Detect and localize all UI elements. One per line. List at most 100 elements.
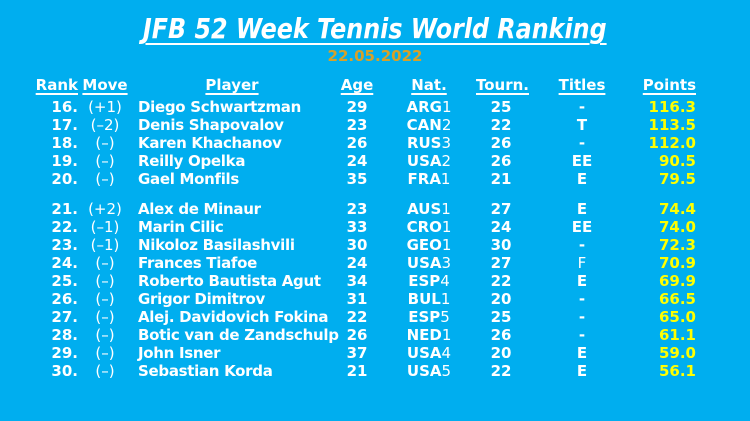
rank-cell: 18.	[51, 134, 78, 152]
rank-group-separator	[28, 188, 696, 200]
tournaments-cell: 21	[490, 170, 512, 188]
rank-cell: 24.	[51, 254, 78, 272]
player-name-cell: Nikoloz Basilashvili	[138, 236, 295, 254]
header-points: Points	[642, 76, 696, 94]
table-row: 23. (–1) Nikoloz Basilashvili 30 GEO1 30…	[28, 236, 696, 254]
titles-cell: T	[576, 116, 588, 134]
player-name-cell: Marin Cilic	[138, 218, 224, 236]
country-code: ARG	[406, 98, 442, 116]
country-code: USA	[406, 344, 442, 362]
move-cell: (–)	[95, 308, 115, 326]
country-code: CRO	[406, 218, 442, 236]
rows-group-bottom: 21. (+2) Alex de Minaur 23 AUS1 27 E 74.…	[28, 200, 696, 380]
points-cell: 74.0	[658, 218, 696, 236]
tournaments-cell: 27	[490, 254, 512, 272]
country-rank-number: 3	[441, 254, 452, 272]
age-cell: 35	[346, 170, 368, 188]
move-cell: (–)	[95, 254, 115, 272]
age-cell: 24	[346, 152, 368, 170]
titles-cell: E	[576, 344, 588, 362]
titles-cell: E	[576, 272, 588, 290]
nationality-cell: ARG1	[382, 98, 476, 116]
points-cell: 74.4	[658, 200, 696, 218]
rank-cell: 25.	[51, 272, 78, 290]
age-cell: 23	[346, 200, 368, 218]
move-cell: (–)	[95, 362, 115, 380]
age-cell: 22	[346, 308, 368, 326]
move-cell: (–)	[95, 290, 115, 308]
titles-cell: E	[576, 200, 588, 218]
rank-cell: 28.	[51, 326, 78, 344]
country-code: ESP	[408, 308, 441, 326]
country-code: ESP	[408, 272, 441, 290]
header-nat: Nat.	[411, 76, 447, 94]
country-code: FRA	[407, 170, 441, 188]
player-name-cell: Denis Shapovalov	[138, 116, 284, 134]
table-row: 27. (–) Alej. Davidovich Fokina 22 ESP5 …	[28, 308, 696, 326]
nationality-cell: GEO1	[382, 236, 476, 254]
age-cell: 37	[346, 344, 368, 362]
table-row: 16. (+1) Diego Schwartzman 29 ARG1 25 - …	[28, 98, 696, 116]
move-cell: (–)	[95, 272, 115, 290]
tournaments-cell: 20	[490, 290, 512, 308]
table-row: 30. (–) Sebastian Korda 21 USA5 22 E 56.…	[28, 362, 696, 380]
titles-cell: -	[578, 134, 586, 152]
player-name-cell: Grigor Dimitrov	[138, 290, 266, 308]
player-name-cell: Sebastian Korda	[138, 362, 273, 380]
nationality-cell: FRA1	[382, 170, 476, 188]
nationality-cell: NED1	[382, 326, 476, 344]
player-name-cell: Karen Khachanov	[138, 134, 282, 152]
rank-cell: 23.	[51, 236, 78, 254]
move-cell: (+2)	[88, 200, 122, 218]
tournaments-cell: 26	[490, 152, 512, 170]
country-code: USA	[406, 152, 442, 170]
table-row: 20. (–) Gael Monfils 35 FRA1 21 E 79.5	[28, 170, 696, 188]
tournaments-cell: 27	[490, 200, 512, 218]
move-cell: (–)	[95, 170, 115, 188]
age-cell: 30	[346, 236, 368, 254]
country-rank-number: 1	[440, 170, 451, 188]
points-cell: 70.9	[658, 254, 696, 272]
tournaments-cell: 24	[490, 218, 512, 236]
table-row: 18. (–) Karen Khachanov 26 RUS3 26 - 112…	[28, 134, 696, 152]
rank-cell: 20.	[51, 170, 78, 188]
move-cell: (–)	[95, 134, 115, 152]
titles-cell: E	[576, 170, 588, 188]
ranking-table: Rank Move Player Age Nat. Tourn. Titles …	[28, 75, 696, 380]
tournaments-cell: 25	[490, 308, 512, 326]
nationality-cell: USA4	[382, 344, 476, 362]
header-player: Player	[205, 76, 259, 94]
country-rank-number: 2	[441, 152, 452, 170]
nationality-cell: CRO1	[382, 218, 476, 236]
slide-header: JFB 52 Week Tennis World Ranking 22.05.2…	[0, 0, 750, 65]
table-row: 17. (–2) Denis Shapovalov 23 CAN2 22 T 1…	[28, 116, 696, 134]
country-rank-number: 3	[441, 134, 452, 152]
table-row: 25. (–) Roberto Bautista Agut 34 ESP4 22…	[28, 272, 696, 290]
nationality-cell: BUL1	[382, 290, 476, 308]
country-rank-number: 2	[441, 116, 452, 134]
tournaments-cell: 26	[490, 134, 512, 152]
table-row: 21. (+2) Alex de Minaur 23 AUS1 27 E 74.…	[28, 200, 696, 218]
points-cell: 72.3	[658, 236, 696, 254]
table-row: 24. (–) Frances Tiafoe 24 USA3 27 F 70.9	[28, 254, 696, 272]
points-cell: 79.5	[658, 170, 696, 188]
titles-cell: EE	[571, 152, 593, 170]
country-code: BUL	[407, 290, 441, 308]
tournaments-cell: 22	[490, 272, 512, 290]
country-rank-number: 1	[441, 98, 452, 116]
country-code: RUS	[406, 134, 442, 152]
rank-cell: 29.	[51, 344, 78, 362]
header-tourn: Tourn.	[476, 76, 529, 94]
nationality-cell: AUS1	[382, 200, 476, 218]
table-row: 26. (–) Grigor Dimitrov 31 BUL1 20 - 66.…	[28, 290, 696, 308]
age-cell: 26	[346, 134, 368, 152]
age-cell: 33	[346, 218, 368, 236]
page-title: JFB 52 Week Tennis World Ranking	[143, 12, 607, 45]
player-name-cell: Alej. Davidovich Fokina	[138, 308, 329, 326]
points-cell: 113.5	[648, 116, 696, 134]
ranking-date: 22.05.2022	[327, 47, 423, 65]
tournaments-cell: 25	[490, 98, 512, 116]
country-rank-number: 4	[440, 272, 450, 290]
tournaments-cell: 22	[490, 362, 512, 380]
points-cell: 90.5	[658, 152, 696, 170]
